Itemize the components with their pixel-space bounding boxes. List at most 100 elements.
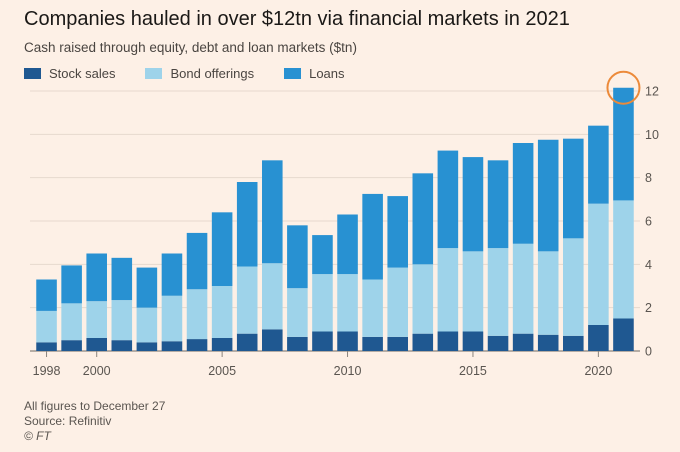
legend-label-stock-sales: Stock sales <box>49 66 116 81</box>
bar-stock-sales-2007 <box>262 329 283 351</box>
x-tick-label-2000: 2000 <box>83 364 111 378</box>
bar-loans-2018 <box>537 139 559 252</box>
y-tick-label-2: 2 <box>645 301 652 315</box>
bar-stock-sales-2004 <box>186 339 208 351</box>
bar-loans-2011 <box>362 193 383 280</box>
stacked-bar-chart: 0 2 4 6 8 10 12 1998 2000 2005 2010 2015 2020 <box>30 70 659 378</box>
bar-stock-sales-2001 <box>111 340 133 351</box>
bar-bond-offerings-2020 <box>588 203 609 325</box>
bar-stock-sales-2008 <box>287 336 308 351</box>
bar-loans-2019 <box>563 138 584 239</box>
bar-stock-sales-2011 <box>362 336 383 351</box>
bar-loans-2021 <box>613 87 634 201</box>
bar-stock-sales-2014 <box>437 331 459 351</box>
y-tick-label-10: 10 <box>645 128 659 142</box>
bar-bond-offerings-2005 <box>211 286 233 338</box>
legend-label-loans: Loans <box>309 66 345 81</box>
x-tick-label-2015: 2015 <box>459 364 487 378</box>
x-tick-label-2010: 2010 <box>334 364 362 378</box>
bar-loans-2015 <box>462 157 484 252</box>
bar-stock-sales-1999 <box>61 340 82 351</box>
y-tick-label-6: 6 <box>645 215 652 229</box>
bar-stock-sales-2017 <box>512 333 534 351</box>
bar-bond-offerings-2018 <box>537 251 559 335</box>
bar-bond-offerings-2007 <box>262 263 283 330</box>
bar-bond-offerings-2014 <box>437 248 459 332</box>
bar-stock-sales-2000 <box>86 338 107 351</box>
bar-loans-2020 <box>588 125 609 204</box>
bar-bond-offerings-2009 <box>312 274 333 332</box>
bar-stock-sales-2016 <box>487 335 509 351</box>
bar-loans-2002 <box>136 267 158 308</box>
legend: Stock sales Bond offerings Loans <box>24 66 375 81</box>
bar-loans-2012 <box>387 196 408 268</box>
bar-bond-offerings-1999 <box>61 303 82 341</box>
y-tick-label-8: 8 <box>645 171 652 185</box>
bar-loans-2005 <box>211 212 233 286</box>
bar-loans-2004 <box>186 232 208 290</box>
bar-loans-2008 <box>287 225 308 289</box>
bar-loans-2014 <box>437 150 459 249</box>
bar-stock-sales-2002 <box>136 342 158 351</box>
footer-note: All figures to December 27 <box>24 399 166 413</box>
bar-stock-sales-2005 <box>211 338 233 351</box>
bar-stock-sales-2003 <box>161 341 183 351</box>
bar-stock-sales-2021 <box>613 318 634 351</box>
highlight-group <box>606 70 641 105</box>
x-axis-ticks: 1998 2000 2005 2010 2015 2020 <box>33 351 612 378</box>
x-tick-label-1998: 1998 <box>33 364 61 378</box>
bar-stock-sales-2006 <box>236 333 258 351</box>
bar-bond-offerings-2001 <box>111 300 133 341</box>
y-tick-label-12: 12 <box>645 85 659 99</box>
bar-loans-1998 <box>36 279 57 311</box>
bar-loans-2001 <box>111 257 133 301</box>
footer: All figures to December 27 Source: Refin… <box>24 399 165 444</box>
bar-bond-offerings-2000 <box>86 301 107 338</box>
bar-loans-2017 <box>512 143 534 244</box>
bar-stock-sales-2020 <box>588 325 609 351</box>
bar-loans-2000 <box>86 253 107 302</box>
bar-loans-2009 <box>312 235 333 275</box>
bar-stock-sales-2019 <box>563 335 584 351</box>
legend-swatch-loans <box>284 68 302 79</box>
bar-loans-1999 <box>61 265 82 304</box>
bar-bond-offerings-2013 <box>412 264 434 334</box>
bar-bond-offerings-2016 <box>487 248 509 336</box>
bar-bond-offerings-2017 <box>512 243 534 334</box>
bar-stock-sales-2009 <box>312 331 333 351</box>
bar-bond-offerings-2021 <box>613 200 634 319</box>
bar-stock-sales-1998 <box>36 342 57 351</box>
bar-loans-2006 <box>236 182 258 267</box>
bar-stock-sales-2013 <box>412 333 434 351</box>
legend-item-bond-offerings: Bond offerings <box>145 66 254 81</box>
legend-item-loans: Loans <box>284 66 345 81</box>
bar-loans-2010 <box>337 214 358 275</box>
bar-bond-offerings-2015 <box>462 251 484 332</box>
x-tick-label-2020: 2020 <box>584 364 612 378</box>
y-tick-label-0: 0 <box>645 345 652 359</box>
bars <box>36 87 634 351</box>
bar-bond-offerings-2019 <box>563 238 584 336</box>
bar-stock-sales-2010 <box>337 331 358 351</box>
bar-bond-offerings-2010 <box>337 274 358 332</box>
bar-bond-offerings-2004 <box>186 289 208 340</box>
legend-swatch-bond-offerings <box>145 68 163 79</box>
bar-bond-offerings-2011 <box>362 279 383 337</box>
chart-subtitle: Cash raised through equity, debt and loa… <box>24 40 357 55</box>
highlight-circle <box>606 70 641 105</box>
bar-bond-offerings-2008 <box>287 288 308 337</box>
bar-loans-2013 <box>412 173 434 265</box>
bar-stock-sales-2015 <box>462 331 484 351</box>
footer-source: Source: Refinitiv <box>24 414 112 428</box>
legend-label-bond-offerings: Bond offerings <box>170 66 255 81</box>
legend-item-stock-sales: Stock sales <box>24 66 115 81</box>
bar-bond-offerings-2006 <box>236 266 258 334</box>
x-tick-label-2005: 2005 <box>208 364 236 378</box>
y-axis-ticks: 0 2 4 6 8 10 12 <box>645 85 659 359</box>
footer-credit: © FT <box>24 429 51 443</box>
y-tick-label-4: 4 <box>645 258 652 272</box>
legend-swatch-stock-sales <box>24 68 41 79</box>
bar-stock-sales-2018 <box>537 334 559 351</box>
bar-bond-offerings-2003 <box>161 295 183 342</box>
bar-bond-offerings-2002 <box>136 307 158 343</box>
